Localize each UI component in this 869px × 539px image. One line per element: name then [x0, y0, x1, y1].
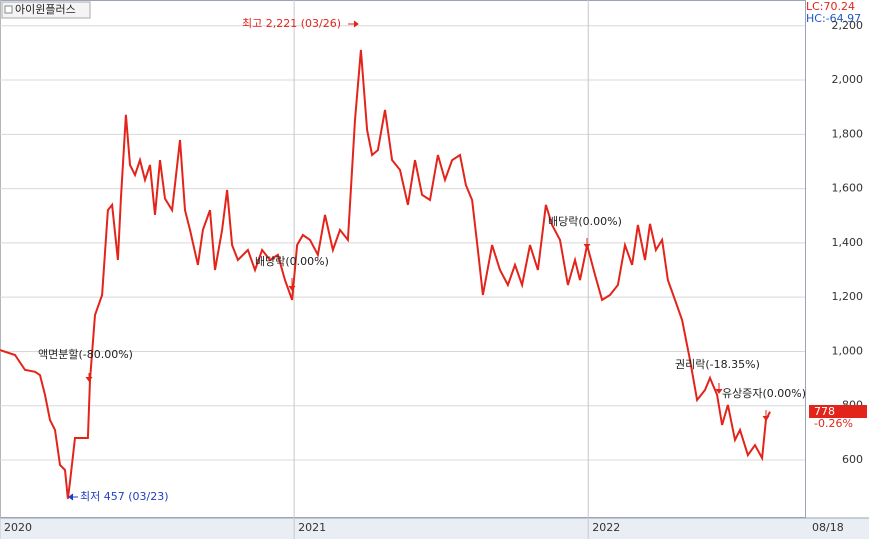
x-tick-label: 2021: [298, 521, 326, 534]
annotation: 배당락(0.00%): [548, 215, 622, 228]
annotation: 유상증자(0.00%): [722, 387, 806, 400]
y-tick-label: 1,800: [832, 127, 864, 140]
annotation-arrow: [762, 410, 770, 421]
change-label: -0.26%: [814, 417, 853, 430]
title-box: [1, 1, 91, 19]
annotation: 최저 457 (03/23): [80, 490, 169, 503]
x-tick-label: 2022: [592, 521, 620, 534]
y-tick-label: 2,000: [832, 73, 864, 86]
x-tick-label: 2020: [4, 521, 32, 534]
annotation-arrow: [68, 493, 78, 501]
annotation-arrow: [348, 20, 359, 28]
hc-label: HC:-64.97: [806, 12, 861, 25]
x-end-label: 08/18: [812, 521, 844, 534]
y-tick-label: 1,200: [832, 290, 864, 303]
y-tick-label: 600: [842, 453, 863, 466]
x-axis-panel: [0, 518, 869, 539]
annotation-arrow: [583, 238, 591, 249]
annotation: 배당락(0.00%): [255, 255, 329, 268]
annotation: 액면분할(-80.00%): [38, 348, 133, 361]
annotation-arrow: [85, 373, 93, 382]
title-icon: [4, 5, 13, 14]
price-line: [0, 49, 771, 499]
lc-label: LC:70.24: [806, 0, 855, 13]
price-label: 778: [814, 405, 835, 418]
y-tick-label: 1,600: [832, 182, 864, 195]
y-tick-label: 1,400: [832, 236, 864, 249]
annotation: 최고 2,221 (03/26): [242, 17, 341, 30]
price-box: [809, 405, 867, 418]
annotation-arrow: [288, 278, 296, 291]
chart-title: 아이윈플러스: [15, 2, 76, 16]
annotation: 권리락(-18.35%): [675, 358, 760, 371]
y-tick-label: 2,200: [832, 19, 864, 32]
annotation-arrow: [715, 383, 723, 394]
y-tick-label: 1,000: [832, 344, 864, 357]
